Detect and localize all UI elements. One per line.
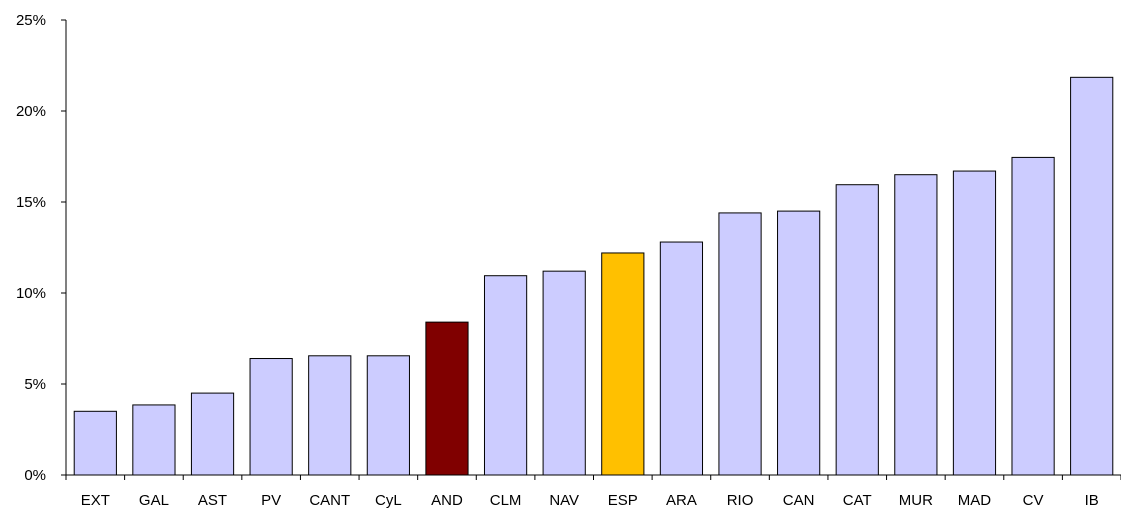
x-tick-label: CAN [783, 492, 815, 509]
bar-ast [190, 392, 235, 476]
y-tick-label: 0% [24, 467, 46, 484]
y-tick-label: 20% [16, 103, 46, 120]
y-tick-label: 25% [16, 12, 46, 29]
x-tick-label: CLM [490, 492, 522, 509]
bar-esp [601, 252, 645, 476]
x-tick-label: PV [261, 492, 281, 509]
x-tick-label: EXT [81, 492, 110, 509]
x-tick-label: CANT [309, 492, 350, 509]
x-tick-label: ESP [608, 492, 638, 509]
bars-group [73, 76, 1114, 476]
y-axis-ticks: 0% 5% 10% 15% 20% 25% [16, 12, 66, 484]
bar-ara [659, 241, 704, 476]
x-tick-label: CAT [843, 492, 872, 509]
bar-cant [308, 355, 352, 476]
bar-ext [73, 410, 117, 476]
x-tick-label: IB [1085, 492, 1099, 509]
bar-clm [483, 275, 528, 476]
y-tick-label: 15% [16, 194, 46, 211]
y-tick-label: 10% [16, 285, 46, 302]
bar-nav [542, 270, 586, 476]
bar-mad [952, 170, 997, 476]
x-tick-label: MAD [958, 492, 992, 509]
bar-cyl [366, 355, 410, 476]
bar-rio [718, 212, 762, 476]
bar-can [777, 210, 821, 476]
y-tick-label: 5% [24, 376, 46, 393]
axes-group [65, 20, 1121, 480]
bar-ib [1070, 76, 1114, 476]
x-tick-label: MUR [899, 492, 933, 509]
x-tick-label: AST [198, 492, 227, 509]
x-tick-label: AND [431, 492, 463, 509]
x-tick-label: ARA [666, 492, 697, 509]
x-tick-label: GAL [139, 492, 169, 509]
bar-gal [132, 404, 176, 476]
bar-and [425, 321, 469, 476]
bar-cat [835, 184, 879, 476]
x-tick-label: NAV [549, 492, 579, 509]
x-axis-labels: EXT GAL AST PV CANT CyL AND CLM NAV ESP ARA RIO CAN C… [81, 492, 1099, 509]
bar-cv [1011, 156, 1055, 476]
x-tick-label: CyL [375, 492, 402, 509]
x-tick-label: CV [1023, 492, 1044, 509]
bar-pv [249, 358, 293, 476]
bar-mur [894, 174, 938, 476]
x-tick-label: RIO [727, 492, 754, 509]
